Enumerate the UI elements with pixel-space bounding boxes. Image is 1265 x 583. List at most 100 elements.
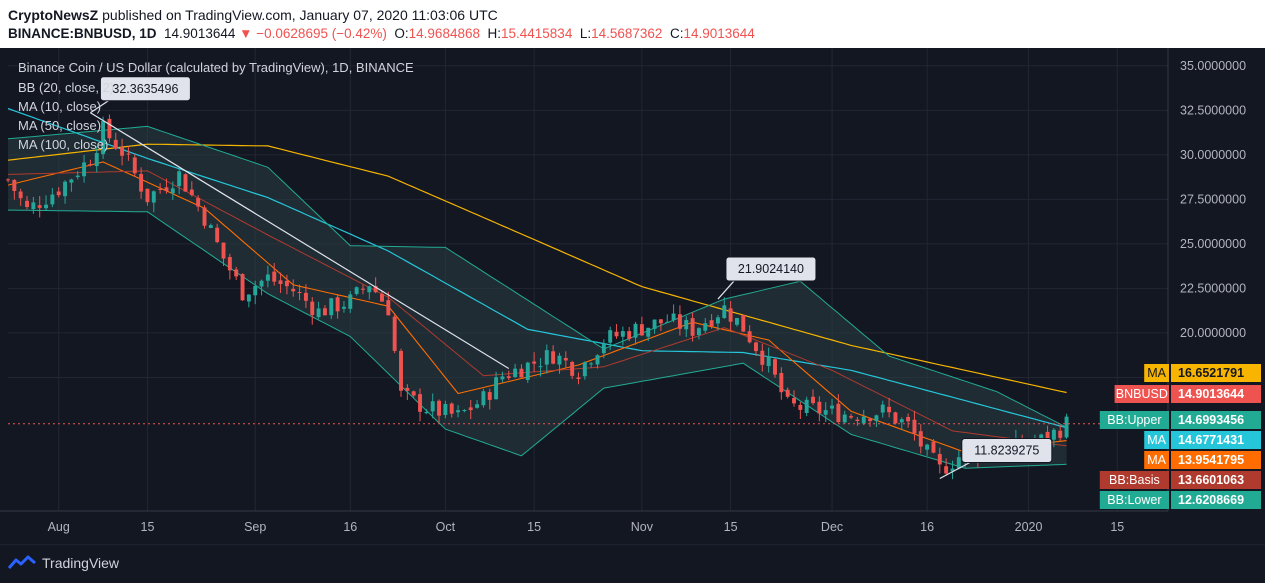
candle-body[interactable] — [576, 377, 581, 380]
candle-body[interactable] — [690, 318, 695, 336]
candle-body[interactable] — [18, 191, 23, 199]
candle-body[interactable] — [665, 321, 670, 323]
candle-body[interactable] — [608, 330, 613, 343]
candle-body[interactable] — [912, 419, 917, 434]
candle-body[interactable] — [836, 403, 841, 423]
candle-body[interactable] — [646, 327, 651, 337]
candle-body[interactable] — [132, 157, 137, 174]
candle-body[interactable] — [373, 286, 378, 293]
candle-body[interactable] — [779, 373, 784, 393]
candle-body[interactable] — [475, 404, 480, 408]
candle-body[interactable] — [50, 194, 55, 205]
candle-body[interactable] — [221, 242, 226, 259]
candle-body[interactable] — [703, 323, 708, 331]
candle-body[interactable] — [101, 120, 106, 155]
candle-body[interactable] — [75, 175, 80, 178]
candle-body[interactable] — [380, 293, 384, 302]
candle-body[interactable] — [741, 314, 746, 332]
candle-body[interactable] — [145, 188, 150, 203]
candle-body[interactable] — [25, 200, 29, 207]
candle-body[interactable] — [449, 403, 454, 414]
candle-body[interactable] — [316, 308, 321, 318]
candle-body[interactable] — [44, 204, 48, 209]
candle-body[interactable] — [709, 320, 714, 327]
candle-body[interactable] — [880, 404, 885, 413]
candle-body[interactable] — [56, 191, 61, 196]
candle-body[interactable] — [424, 412, 429, 414]
candle-body[interactable] — [639, 324, 644, 336]
candle-body[interactable] — [887, 406, 892, 413]
candle-body[interactable] — [677, 314, 682, 329]
candle-body[interactable] — [684, 319, 689, 330]
legend-bb[interactable]: BB (20, close, 2) — [18, 80, 114, 95]
candle-body[interactable] — [183, 174, 188, 192]
candle-body[interactable] — [874, 415, 879, 422]
candle-body[interactable] — [868, 418, 873, 422]
candle-body[interactable] — [513, 368, 518, 378]
candle-body[interactable] — [88, 164, 93, 166]
price-axis[interactable] — [1168, 48, 1265, 544]
candle-body[interactable] — [519, 368, 524, 378]
candle-body[interactable] — [227, 257, 232, 271]
candle-body[interactable] — [633, 323, 638, 338]
candle-body[interactable] — [792, 398, 796, 404]
candle-body[interactable] — [747, 331, 752, 343]
candle-body[interactable] — [234, 269, 239, 277]
candle-body[interactable] — [31, 202, 36, 210]
candle-body[interactable] — [196, 197, 201, 207]
candle-body[interactable] — [950, 468, 955, 472]
candle-body[interactable] — [322, 308, 327, 316]
candle-body[interactable] — [69, 179, 74, 183]
candle-body[interactable] — [94, 153, 99, 167]
candle-body[interactable] — [208, 225, 213, 228]
price-callout[interactable] — [725, 256, 817, 282]
candle-body[interactable] — [341, 306, 346, 309]
candle-body[interactable] — [589, 363, 594, 365]
candle-body[interactable] — [925, 444, 930, 450]
candle-body[interactable] — [443, 404, 448, 415]
candle-body[interactable] — [246, 294, 251, 302]
candle-body[interactable] — [855, 419, 860, 422]
candle-body[interactable] — [734, 318, 739, 325]
candle-body[interactable] — [392, 316, 397, 351]
candle-body[interactable] — [944, 466, 949, 474]
price-callout[interactable] — [99, 76, 191, 102]
candle-body[interactable] — [202, 207, 207, 226]
candle-body[interactable] — [817, 401, 822, 414]
candle-body[interactable] — [557, 355, 562, 365]
publisher-name[interactable]: CryptoNewsZ — [8, 7, 99, 23]
candle-body[interactable] — [1064, 416, 1069, 438]
candle-body[interactable] — [931, 441, 936, 453]
candle-body[interactable] — [849, 416, 854, 418]
candle-body[interactable] — [386, 300, 391, 316]
candle-body[interactable] — [82, 162, 87, 177]
candle-body[interactable] — [272, 271, 277, 282]
candle-body[interactable] — [538, 366, 543, 368]
candle-body[interactable] — [785, 389, 790, 397]
candle-body[interactable] — [696, 328, 701, 336]
legend-ma10[interactable]: MA (10, close) — [18, 99, 101, 114]
candle-body[interactable] — [906, 416, 911, 422]
candle-body[interactable] — [1051, 429, 1056, 440]
candle-body[interactable] — [297, 292, 302, 294]
candle-body[interactable] — [399, 350, 403, 391]
candle-body[interactable] — [6, 179, 10, 181]
candle-body[interactable] — [823, 410, 828, 415]
candle-body[interactable] — [811, 396, 815, 404]
candle-body[interactable] — [937, 454, 942, 465]
candle-body[interactable] — [570, 362, 575, 376]
candle-body[interactable] — [1058, 430, 1063, 438]
candle-body[interactable] — [760, 350, 765, 365]
candle-body[interactable] — [456, 410, 461, 413]
candle-body[interactable] — [728, 308, 733, 322]
candle-body[interactable] — [525, 362, 530, 380]
candle-body[interactable] — [158, 188, 163, 190]
candle-body[interactable] — [177, 171, 182, 187]
candle-body[interactable] — [500, 376, 505, 380]
candle-body[interactable] — [63, 181, 68, 197]
candle-body[interactable] — [1039, 434, 1044, 442]
candle-body[interactable] — [335, 297, 340, 312]
candle-body[interactable] — [766, 356, 771, 367]
candle-body[interactable] — [113, 139, 118, 149]
